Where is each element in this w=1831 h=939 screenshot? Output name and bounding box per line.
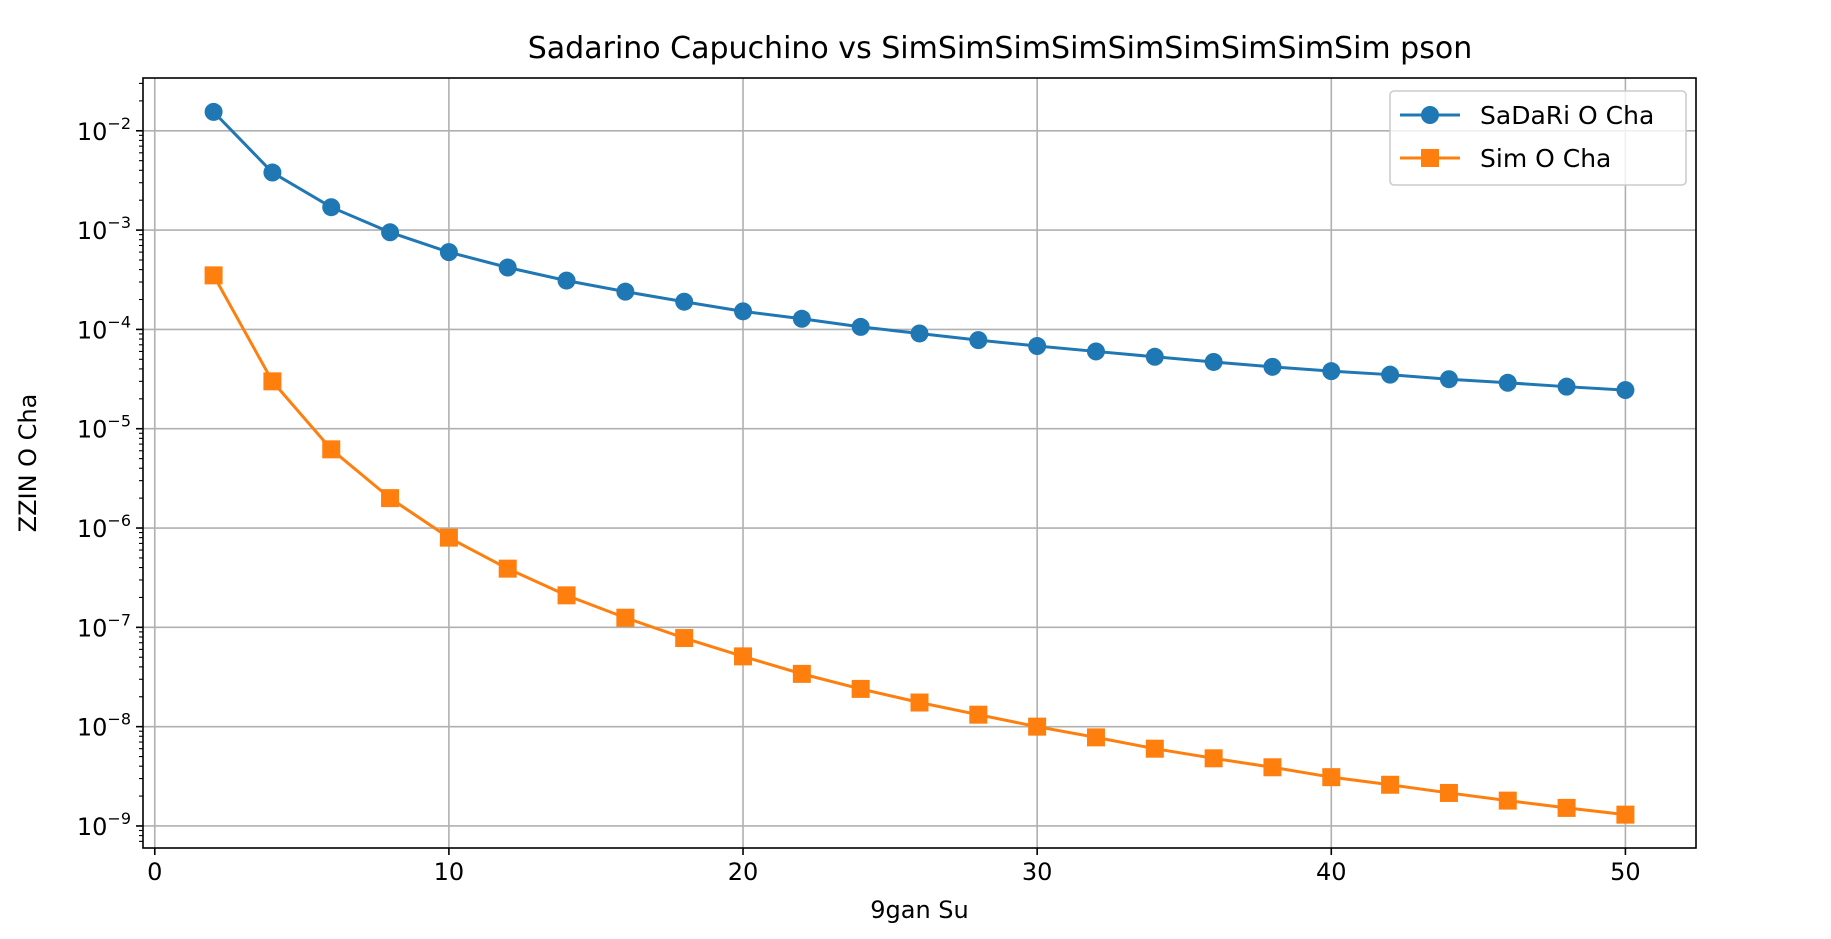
- x-tick-label: 10: [434, 858, 465, 886]
- y-tick-label: 10−6: [77, 511, 131, 543]
- data-point: [322, 440, 341, 459]
- legend-label: Sim O Cha: [1480, 144, 1611, 173]
- series-2: [204, 266, 1635, 824]
- data-point: [204, 102, 223, 121]
- data-point: [734, 647, 753, 666]
- y-tick-label: 10−8: [77, 710, 131, 742]
- data-point: [1616, 805, 1635, 824]
- data-point: [1381, 775, 1400, 794]
- data-point: [439, 528, 458, 547]
- y-tick-label: 10−2: [77, 114, 131, 146]
- data-point: [322, 198, 341, 217]
- legend-label: SaDaRi O Cha: [1480, 101, 1654, 130]
- data-point: [616, 282, 635, 301]
- y-tick-label: 10−7: [77, 610, 131, 642]
- data-point: [1381, 365, 1400, 384]
- x-tick-label: 20: [728, 858, 759, 886]
- data-point: [910, 693, 929, 712]
- data-point: [1322, 768, 1341, 787]
- x-tick-label: 30: [1022, 858, 1053, 886]
- data-point: [263, 163, 282, 182]
- data-point: [498, 258, 517, 277]
- data-point: [263, 372, 282, 391]
- y-tick-label: 10−4: [77, 312, 131, 344]
- data-point: [1145, 347, 1164, 366]
- data-point: [851, 317, 870, 336]
- data-point: [1616, 381, 1635, 400]
- series-layer: [204, 102, 1635, 824]
- data-point: [1498, 791, 1517, 810]
- legend-item: SaDaRi O Cha: [1400, 101, 1654, 130]
- data-point: [675, 292, 694, 311]
- legend-marker: [1421, 149, 1439, 167]
- data-point: [1557, 377, 1576, 396]
- data-point: [969, 705, 988, 724]
- data-point: [439, 243, 458, 262]
- x-tick-label: 40: [1316, 858, 1347, 886]
- legend-marker: [1421, 106, 1439, 124]
- data-point: [1439, 370, 1458, 389]
- data-point: [1263, 758, 1282, 777]
- data-point: [1263, 357, 1282, 376]
- x-tick-label: 50: [1610, 858, 1641, 886]
- data-point: [1086, 342, 1105, 361]
- plot-frame: [142, 77, 1697, 849]
- data-point: [1086, 728, 1105, 747]
- data-point: [204, 266, 223, 285]
- x-tick-label: 0: [147, 858, 162, 886]
- y-tick-label: 10−3: [77, 213, 131, 245]
- chart-title: Sadarino Capuchino vs SimSimSimSimSimSim…: [528, 31, 1472, 66]
- data-point: [557, 271, 576, 290]
- y-axis-label: ZZIN O Cha: [14, 394, 42, 533]
- data-point: [1028, 717, 1047, 736]
- data-point: [381, 489, 400, 508]
- data-point: [851, 679, 870, 698]
- x-axis-label: 9gan Su: [870, 896, 969, 924]
- legend-box: [1389, 90, 1687, 186]
- data-point: [792, 309, 811, 328]
- data-point: [910, 324, 929, 343]
- x-axis: 0 10 20 30 40 50: [147, 848, 1641, 886]
- data-point: [1439, 783, 1458, 802]
- data-point: [1028, 337, 1047, 356]
- legend: SaDaRi O Cha Sim O Cha: [1389, 90, 1687, 186]
- data-point: [792, 664, 811, 683]
- data-point: [1557, 798, 1576, 817]
- data-point: [1322, 362, 1341, 381]
- data-point: [1204, 749, 1223, 768]
- series-1: [204, 102, 1635, 400]
- legend-item: Sim O Cha: [1400, 144, 1611, 173]
- y-tick-label: 10−5: [77, 412, 131, 444]
- data-point: [381, 223, 400, 242]
- data-point: [557, 586, 576, 605]
- data-point: [1498, 373, 1517, 392]
- data-point: [616, 608, 635, 627]
- data-point: [498, 559, 517, 578]
- data-point: [1204, 352, 1223, 371]
- data-point: [969, 331, 988, 350]
- y-axis: 10−9 10−8 10−7 10−6 10−5 10−4 10−3 10−2: [77, 114, 143, 841]
- grid: [143, 78, 1696, 848]
- data-point: [734, 302, 753, 321]
- y-tick-label: 10−9: [77, 809, 131, 841]
- data-point: [1145, 739, 1164, 758]
- data-point: [675, 629, 694, 648]
